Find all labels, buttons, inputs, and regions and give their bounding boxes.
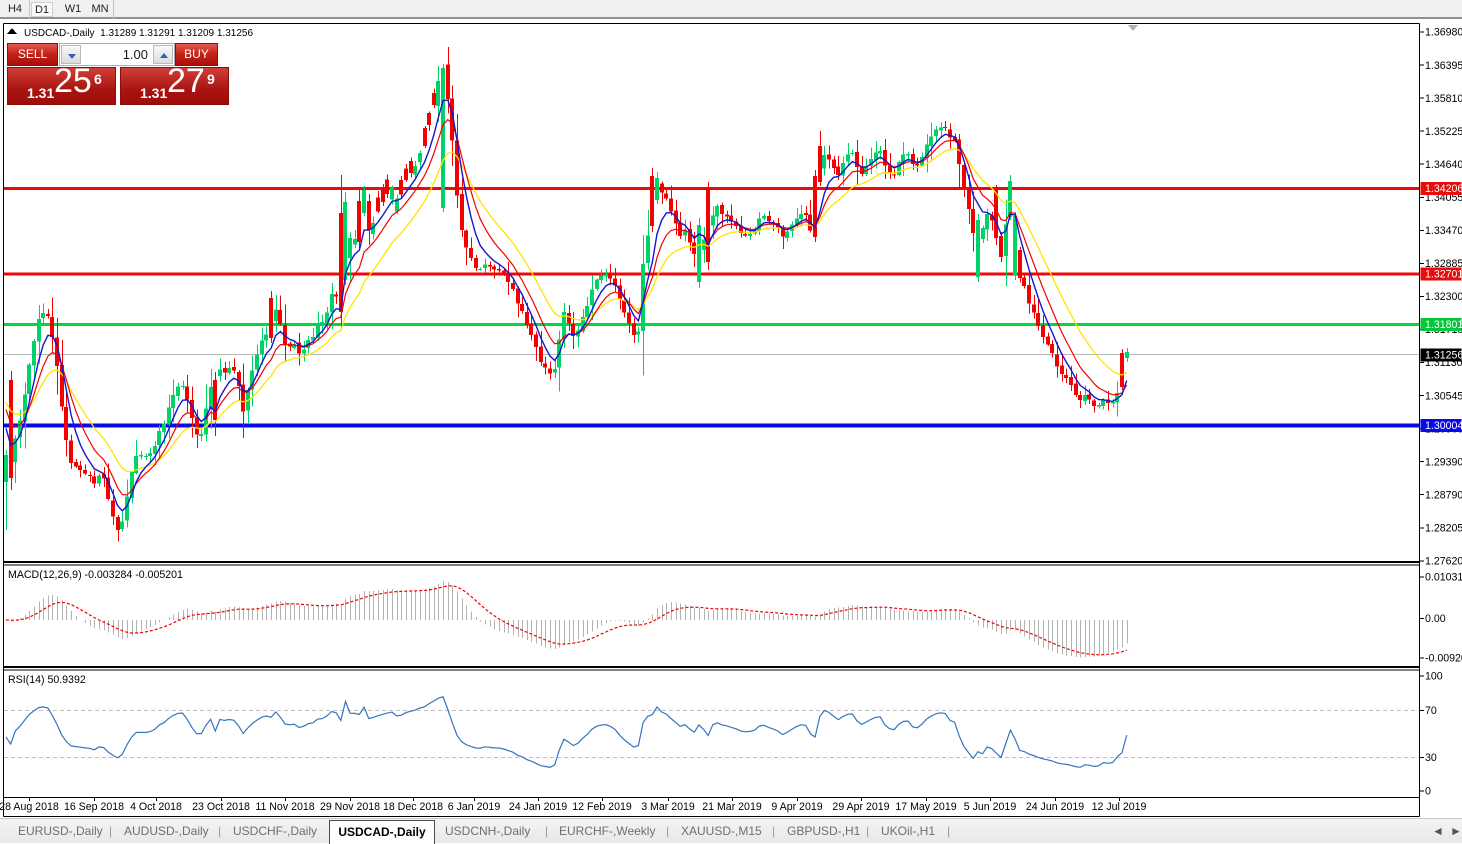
svg-text:1.36395: 1.36395 <box>1425 60 1462 72</box>
svg-text:70: 70 <box>1425 705 1437 717</box>
svg-text:29 Nov 2018: 29 Nov 2018 <box>320 801 380 813</box>
svg-text:100: 100 <box>1425 671 1443 683</box>
svg-text:0.010311: 0.010311 <box>1425 572 1462 584</box>
svg-text:28 Aug 2018: 28 Aug 2018 <box>0 801 59 813</box>
svg-text:1.30004: 1.30004 <box>1425 420 1462 432</box>
svg-text:11 Nov 2018: 11 Nov 2018 <box>255 801 314 813</box>
svg-text:1.28205: 1.28205 <box>1425 523 1462 535</box>
svg-text:4 Oct 2018: 4 Oct 2018 <box>130 801 182 813</box>
svg-text:1.33470: 1.33470 <box>1425 225 1462 237</box>
svg-text:1.34640: 1.34640 <box>1425 159 1462 171</box>
svg-text:24 Jan 2019: 24 Jan 2019 <box>509 801 567 813</box>
svg-text:12 Feb 2019: 12 Feb 2019 <box>572 801 632 813</box>
svg-text:1.32300: 1.32300 <box>1425 291 1462 303</box>
svg-text:-0.009203: -0.009203 <box>1425 653 1462 665</box>
svg-text:1.32701: 1.32701 <box>1425 269 1462 281</box>
svg-text:0.00: 0.00 <box>1425 613 1446 625</box>
svg-text:1.32885: 1.32885 <box>1425 258 1462 270</box>
svg-text:3 Mar 2019: 3 Mar 2019 <box>641 801 695 813</box>
svg-text:9 Apr 2019: 9 Apr 2019 <box>771 801 822 813</box>
svg-text:1.27620: 1.27620 <box>1425 556 1462 568</box>
svg-text:12 Jul 2019: 12 Jul 2019 <box>1092 801 1147 813</box>
svg-text:5 Jun 2019: 5 Jun 2019 <box>964 801 1017 813</box>
svg-text:1.30545: 1.30545 <box>1425 390 1462 402</box>
svg-text:1.35225: 1.35225 <box>1425 126 1462 138</box>
svg-text:21 Mar 2019: 21 Mar 2019 <box>702 801 762 813</box>
svg-text:1.35810: 1.35810 <box>1425 93 1462 105</box>
svg-text:6 Jan 2019: 6 Jan 2019 <box>448 801 501 813</box>
svg-text:17 May 2019: 17 May 2019 <box>895 801 956 813</box>
svg-text:1.34206: 1.34206 <box>1425 183 1462 195</box>
svg-text:23 Oct 2018: 23 Oct 2018 <box>192 801 250 813</box>
svg-text:16 Sep 2018: 16 Sep 2018 <box>64 801 124 813</box>
svg-text:30: 30 <box>1425 752 1437 764</box>
svg-text:1.36980: 1.36980 <box>1425 27 1462 39</box>
svg-text:24 Jun 2019: 24 Jun 2019 <box>1026 801 1084 813</box>
svg-text:0: 0 <box>1425 786 1431 798</box>
svg-text:RSI(14) 50.9392: RSI(14) 50.9392 <box>8 674 86 686</box>
svg-text:1.29390: 1.29390 <box>1425 456 1462 468</box>
svg-text:1.31256: 1.31256 <box>1425 350 1462 362</box>
svg-text:USDCAD-,Daily 1.31289 1.31291: USDCAD-,Daily 1.31289 1.31291 1.31209 1.… <box>24 28 253 39</box>
svg-text:18 Dec 2018: 18 Dec 2018 <box>383 801 443 813</box>
svg-text:29 Apr 2019: 29 Apr 2019 <box>832 801 889 813</box>
svg-text:MACD(12,26,9) -0.003284 -0.005: MACD(12,26,9) -0.003284 -0.005201 <box>8 569 183 581</box>
svg-text:1.31801: 1.31801 <box>1425 319 1462 331</box>
svg-text:1.28790: 1.28790 <box>1425 489 1462 501</box>
